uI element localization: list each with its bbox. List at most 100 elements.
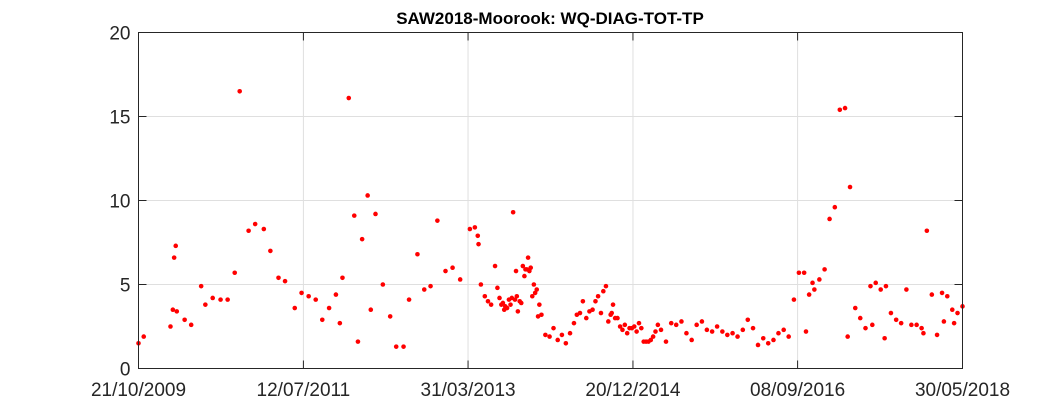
data-point: [495, 285, 500, 291]
data-point: [810, 280, 815, 286]
data-point: [622, 322, 628, 328]
data-point: [704, 327, 710, 333]
data-point: [482, 293, 488, 299]
data-point: [909, 322, 914, 328]
data-point: [333, 292, 339, 297]
data-point: [606, 319, 611, 324]
data-points: [136, 89, 965, 349]
data-point: [699, 319, 705, 324]
data-point: [847, 184, 853, 190]
data-point: [870, 322, 875, 328]
data-point: [337, 320, 343, 326]
y-tick-label: 15: [109, 108, 130, 129]
data-point: [313, 297, 319, 302]
data-point: [857, 315, 863, 321]
data-point: [914, 322, 919, 328]
data-point: [893, 317, 899, 323]
data-point: [393, 344, 399, 349]
data-point: [492, 263, 498, 269]
x-tick-label: 21/10/2009: [91, 380, 186, 401]
data-point: [689, 337, 694, 343]
data-point: [218, 297, 223, 302]
data-point: [522, 273, 527, 279]
data-point: [512, 297, 518, 302]
data-point: [500, 300, 506, 306]
data-point: [292, 305, 298, 311]
data-point: [735, 334, 740, 339]
data-point: [653, 329, 658, 334]
data-point: [174, 309, 180, 314]
data-point: [373, 211, 378, 217]
data-point: [326, 305, 332, 311]
data-point: [655, 322, 661, 328]
data-point: [827, 216, 832, 222]
data-point: [306, 293, 311, 299]
data-point: [170, 307, 176, 313]
data-point: [615, 315, 620, 321]
data-point: [852, 305, 858, 311]
data-point: [929, 292, 935, 297]
data-point: [450, 265, 455, 271]
data-point: [173, 243, 179, 249]
data-point: [924, 228, 930, 234]
data-point: [803, 329, 809, 334]
data-point: [415, 251, 420, 257]
data-point: [268, 248, 273, 254]
data-point: [210, 295, 215, 301]
data-point: [488, 302, 494, 307]
data-point: [551, 325, 556, 331]
data-point: [709, 329, 715, 334]
data-point: [359, 236, 365, 242]
data-point: [252, 221, 258, 227]
data-point: [534, 287, 540, 292]
data-point: [225, 297, 230, 302]
data-point: [515, 309, 521, 314]
data-point: [246, 228, 251, 234]
y-tick-label: 10: [109, 192, 130, 213]
y-tick-label: 0: [120, 360, 131, 381]
data-point: [510, 209, 516, 215]
data-point: [476, 241, 481, 247]
data-point: [883, 283, 889, 289]
data-point: [531, 282, 537, 287]
data-point: [365, 193, 370, 198]
data-point: [941, 319, 947, 324]
x-tick-label: 30/05/2018: [915, 380, 1010, 401]
data-point: [168, 324, 173, 329]
data-point: [529, 293, 535, 299]
data-point: [571, 320, 577, 326]
data-point: [182, 317, 187, 323]
data-point: [355, 339, 361, 344]
data-point: [577, 310, 583, 316]
data-point: [537, 302, 542, 307]
x-tick-label: 20/12/2014: [585, 380, 681, 401]
data-point: [299, 290, 304, 296]
data-point: [539, 312, 544, 318]
data-point: [658, 327, 664, 333]
data-point: [673, 322, 679, 328]
data-point: [904, 287, 909, 292]
data-point: [351, 213, 357, 218]
data-point: [750, 325, 756, 331]
data-point: [547, 334, 552, 339]
data-point: [898, 320, 904, 326]
data-point: [944, 293, 950, 299]
data-point: [801, 270, 807, 276]
data-point: [567, 330, 573, 336]
data-point: [714, 324, 720, 329]
data-point: [786, 334, 791, 339]
data-point: [478, 282, 484, 287]
data-point: [609, 310, 615, 316]
data-point: [845, 334, 850, 339]
data-point: [634, 329, 639, 334]
data-point: [601, 288, 606, 294]
data-point: [791, 297, 797, 302]
data-point: [639, 325, 644, 331]
data-point: [518, 300, 524, 306]
data-point: [593, 299, 598, 304]
x-tick-label: 31/03/2013: [421, 380, 516, 401]
data-point: [631, 324, 637, 329]
data-point: [740, 327, 746, 333]
data-point: [188, 322, 194, 328]
data-point: [497, 295, 502, 301]
